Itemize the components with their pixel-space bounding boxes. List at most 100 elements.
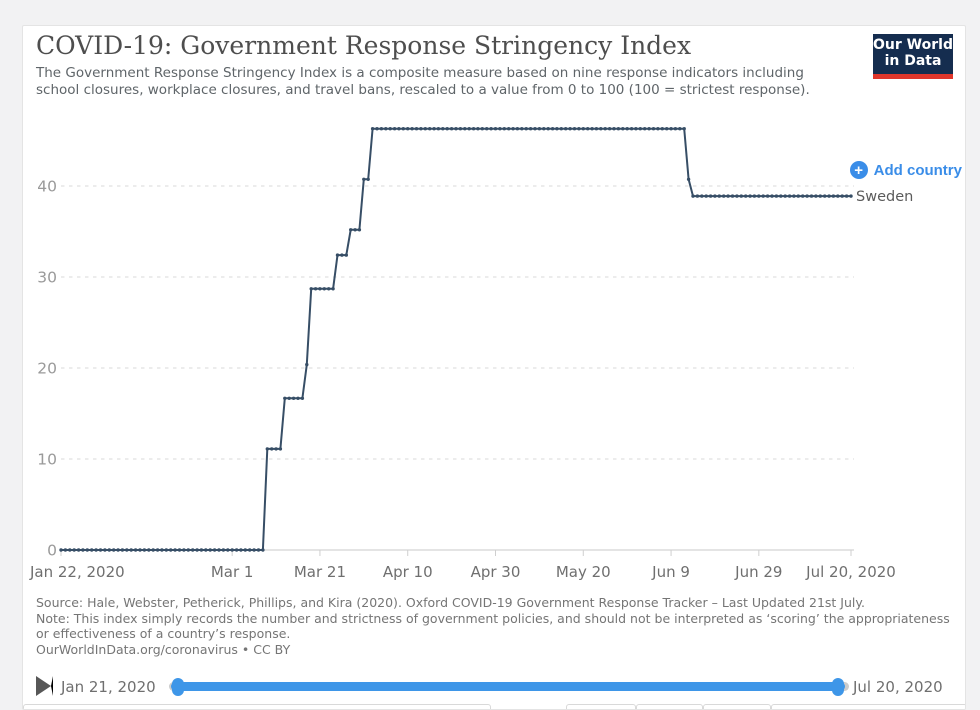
data-point-marker [476,127,480,131]
data-point-marker [537,127,542,131]
data-point-marker [436,127,441,131]
data-point-marker [217,548,221,552]
data-point-marker [844,194,849,198]
license-text: • CC BY [237,641,291,657]
data-point-marker [678,127,682,131]
data-point-marker [511,127,515,131]
plus-icon: + [849,161,868,179]
license-line: OurWorldInData.org/coronavirus • CC BY [36,642,950,658]
data-point-marker [831,194,836,198]
x-tick-label: May 20 [556,563,611,581]
data-point-marker [182,548,186,552]
data-point-marker [199,548,204,552]
timeline-start-handle[interactable] [172,677,184,696]
data-point-marker [643,127,647,131]
data-point-marker [278,447,283,451]
data-point-marker [625,127,629,131]
bottom-panel-cutoff[interactable] [23,704,491,709]
note-line2: or effectiveness of a country’s response… [36,626,291,641]
data-point-marker [191,548,195,552]
chart-subtitle-line1: The Government Response Stringency Index… [36,65,804,81]
timeline-slider-fill [171,682,845,691]
data-point-marker [291,396,296,400]
x-tick-label: Apr 10 [383,563,433,581]
data-point-marker [827,194,831,198]
data-point-marker [366,177,370,181]
data-point-marker [59,548,63,552]
data-point-marker [849,194,853,198]
data-point-marker [296,396,300,400]
data-point-marker [647,127,651,131]
data-point-marker [116,548,120,552]
bottom-tab-cutoff-2[interactable] [636,704,703,709]
data-point-marker [419,127,423,131]
data-point-marker [204,548,208,552]
data-point-marker [133,548,138,552]
data-point-marker [581,127,585,131]
data-point-marker [520,127,524,131]
timeline-slider[interactable] [169,677,849,696]
data-point-marker [700,194,704,198]
data-point-marker [406,127,410,131]
data-point-marker [801,194,805,198]
data-point-marker [287,396,291,400]
data-point-marker [138,548,142,552]
data-point-marker [638,127,642,131]
data-point-marker [270,447,274,451]
data-point-marker [186,548,190,552]
data-point-marker [388,127,392,131]
owid-link[interactable]: OurWorldInData.org/coronavirus [36,641,238,657]
data-point-marker [577,127,581,131]
add-country-button[interactable]: + Add country [849,160,962,180]
data-point-marker [401,127,405,131]
data-point-marker [796,194,800,198]
data-point-marker [397,127,401,131]
sweden-line-series [61,127,851,551]
data-point-marker [787,194,792,198]
data-point-marker [726,194,730,198]
data-point-marker [309,287,313,291]
data-point-marker [752,194,757,198]
data-point-marker [327,287,331,291]
data-point-marker [621,127,625,131]
data-point-marker [528,127,533,131]
data-point-marker [274,447,278,451]
data-point-marker [594,127,599,131]
data-point-marker [507,127,511,131]
x-tick-label: Mar 1 [211,563,254,581]
data-point-marker [305,362,309,367]
data-point-marker [230,548,234,552]
data-point-marker [467,127,471,131]
data-point-marker [169,548,173,552]
bottom-tab-cutoff-3[interactable] [703,704,771,709]
data-point-marker [629,127,634,131]
data-point-marker [392,127,397,131]
data-point-marker [428,127,432,131]
data-point-marker [142,548,147,552]
data-point-marker [125,548,129,552]
data-point-marker [248,548,252,552]
bottom-tab-cutoff-4[interactable] [771,704,965,709]
data-point-marker [779,194,783,198]
bottom-tab-cutoff-1[interactable] [566,704,636,709]
data-point-marker [410,127,414,131]
data-point-marker [612,127,616,131]
data-point-marker [607,127,612,131]
data-point-marker [599,127,603,131]
data-point-marker [730,194,735,198]
data-point-marker [673,127,678,131]
data-point-marker [502,127,506,131]
data-point-marker [603,127,607,131]
data-point-marker [103,548,107,552]
note-line1: Note: This index simply records the numb… [36,610,950,626]
timeline-end-handle[interactable] [832,677,844,696]
chart-plot-area[interactable]: 0 10 20 30 40 Jan 22, 2020 Mar 1 Mar 21 Apr 10 Ap… [23,26,966,666]
data-point-marker [823,194,827,198]
data-point-marker [744,194,748,198]
play-button[interactable] [36,676,53,696]
data-point-marker [85,548,89,552]
x-tick-label: Jun 29 [734,563,782,581]
data-point-marker [68,548,72,552]
timeline-start-date: Jan 21, 2020 [61,678,156,696]
data-point-marker [164,548,168,552]
